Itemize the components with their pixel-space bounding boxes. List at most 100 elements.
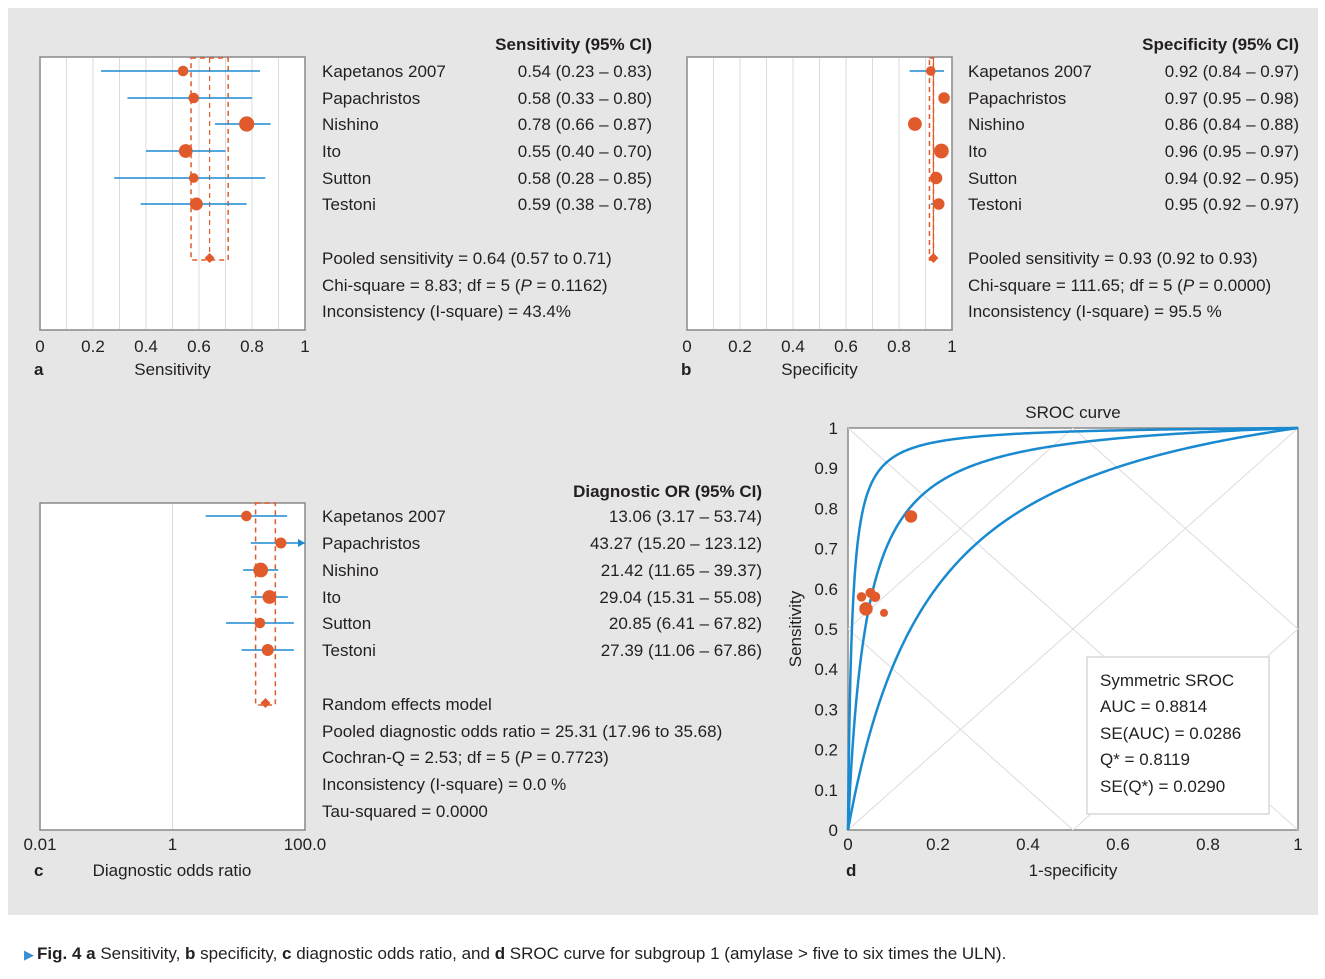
panel-d-ytick-label: 0.8 bbox=[814, 499, 838, 518]
panel-b-point bbox=[938, 92, 950, 104]
panel-c-point bbox=[275, 537, 287, 549]
panel-d-xtick-label: 0.8 bbox=[1196, 835, 1220, 854]
panel-a-point bbox=[188, 92, 199, 104]
panel-d-point bbox=[904, 510, 918, 523]
panel-b-point bbox=[925, 66, 936, 76]
panel-a-study-ci: 0.59 (0.38 – 0.78) bbox=[518, 195, 652, 214]
panel-d-ytick-label: 0.9 bbox=[814, 459, 838, 478]
panel-a-point bbox=[178, 144, 193, 158]
panel-a-study-name: Ito bbox=[322, 142, 341, 161]
panel-c-pooled-text: Pooled diagnostic odds ratio = 25.31 (17… bbox=[322, 722, 722, 741]
panel-a-study-ci: 0.54 (0.23 – 0.83) bbox=[518, 62, 652, 81]
panel-d-point bbox=[865, 587, 876, 598]
panel-a-study-ci: 0.58 (0.28 – 0.85) bbox=[518, 169, 652, 188]
panel-c-study-name: Ito bbox=[322, 588, 341, 607]
panel-b-study-ci: 0.97 (0.95 – 0.98) bbox=[1165, 89, 1299, 108]
panel-a-tick-label: 0.4 bbox=[134, 337, 158, 356]
panel-d-ytick-label: 0.3 bbox=[814, 700, 838, 719]
panel-d-xtick-label: 1 bbox=[1293, 835, 1302, 854]
panel-b-point bbox=[929, 171, 943, 185]
panel-d-point bbox=[859, 602, 873, 616]
panel-b-study-name: Nishino bbox=[968, 115, 1025, 134]
panel-a-tick-label: 0.8 bbox=[240, 337, 264, 356]
panel-d-stat-text: SE(AUC) = 0.0286 bbox=[1100, 724, 1241, 743]
panel-a-tick-label: 0.6 bbox=[187, 337, 211, 356]
panel-d-xtick-label: 0.4 bbox=[1016, 835, 1040, 854]
panel-a-inconsistency-text: Inconsistency (I-square) = 43.4% bbox=[322, 302, 571, 321]
panel-b-tick-label: 0.8 bbox=[887, 337, 911, 356]
panel-c-letter: c bbox=[34, 861, 43, 880]
panel-a-study-name: Kapetanos 2007 bbox=[322, 62, 446, 81]
panel-b-letter: b bbox=[681, 360, 691, 379]
panel-d-gridline bbox=[847, 427, 1299, 831]
panel-d-ytick-label: 0.4 bbox=[814, 660, 838, 679]
panel-b-study-name: Ito bbox=[968, 142, 987, 161]
panel-c-study-ci: 20.85 (6.41 – 67.82) bbox=[609, 614, 762, 633]
panel-a-study-name: Sutton bbox=[322, 169, 371, 188]
panel-a-study-name: Papachristos bbox=[322, 89, 420, 108]
panel-c-header: Diagnostic OR (95% CI) bbox=[573, 482, 762, 501]
panel-d-legend-box bbox=[1086, 656, 1270, 815]
panel-b-pooled-diamond bbox=[928, 253, 939, 263]
caption-text: a Sensitivity, b specificity, c diagnost… bbox=[86, 944, 1007, 963]
panel-d-point bbox=[880, 608, 888, 617]
panel-b-tick-label: 1 bbox=[947, 337, 956, 356]
panel-d-title: SROC curve bbox=[1025, 403, 1120, 422]
panel-b-tick-label: 0.2 bbox=[728, 337, 752, 356]
panel-d-letter: d bbox=[846, 861, 856, 880]
panel-d-point bbox=[856, 592, 867, 602]
caption-label: Fig. 4 bbox=[37, 944, 82, 963]
panel-c-point bbox=[241, 510, 252, 522]
panel-c-study-ci: 43.27 (15.20 – 123.12) bbox=[590, 534, 762, 553]
panel-c-cochran-text: Cochran-Q = 2.53; df = 5 (P = 0.7723) bbox=[322, 748, 609, 767]
panel-c-study-name: Papachristos bbox=[322, 534, 420, 553]
panel-d-ytick-label: 0.6 bbox=[814, 580, 838, 599]
figure-caption: ▶ Fig. 4 a Sensitivity, b specificity, c … bbox=[24, 944, 1006, 964]
panel-a-tick-label: 1 bbox=[300, 337, 309, 356]
panel-b-pooled-text: Pooled sensitivity = 0.93 (0.92 to 0.93) bbox=[968, 249, 1258, 268]
panel-c-study-name: Nishino bbox=[322, 561, 379, 580]
panel-a-point bbox=[177, 65, 189, 77]
panel-b-study-name: Kapetanos 2007 bbox=[968, 62, 1092, 81]
panel-a-point bbox=[239, 116, 255, 132]
panel-d-ytick-label: 0.7 bbox=[814, 540, 838, 559]
panel-c-inconsistency-text: Inconsistency (I-square) = 0.0 % bbox=[322, 775, 566, 794]
panel-a-tick-label: 0.2 bbox=[81, 337, 105, 356]
panel-b-study-ci: 0.96 (0.95 – 0.97) bbox=[1165, 142, 1299, 161]
panel-b-study-ci: 0.92 (0.84 – 0.97) bbox=[1165, 62, 1299, 81]
panel-c-study-ci: 21.42 (11.65 – 39.37) bbox=[601, 561, 762, 580]
panel-c-study-name: Sutton bbox=[322, 614, 371, 633]
panel-c-xlabel: Diagnostic odds ratio bbox=[93, 861, 252, 880]
panel-b-chisq-text: Chi-square = 111.65; df = 5 (P = 0.0000) bbox=[968, 276, 1271, 295]
panel-c-tick-label: 1 bbox=[168, 835, 177, 854]
panel-a-study-name: Nishino bbox=[322, 115, 379, 134]
panel-a-study-ci: 0.58 (0.33 – 0.80) bbox=[518, 89, 652, 108]
panel-a-letter: a bbox=[34, 360, 44, 379]
panel-c-model-text: Random effects model bbox=[322, 695, 492, 714]
panel-b-study-ci: 0.95 (0.92 – 0.97) bbox=[1165, 195, 1299, 214]
panel-d-stat-text: SE(Q*) = 0.0290 bbox=[1100, 777, 1225, 796]
panel-c-point bbox=[261, 644, 274, 656]
panel-a-study-ci: 0.55 (0.40 – 0.70) bbox=[518, 142, 652, 161]
panel-c-study-ci: 29.04 (15.31 – 55.08) bbox=[599, 588, 762, 607]
panel-d-xtick-label: 0 bbox=[843, 835, 852, 854]
panel-d-ytick-label: 0.1 bbox=[814, 781, 838, 800]
panel-a-xlabel: Sensitivity bbox=[134, 360, 211, 379]
panel-b-header: Specificity (95% CI) bbox=[1142, 35, 1299, 54]
panel-c-tau-text: Tau-squared = 0.0000 bbox=[322, 802, 488, 821]
panel-b-study-ci: 0.94 (0.92 – 0.95) bbox=[1165, 169, 1299, 188]
panel-c-study-ci: 13.06 (3.17 – 53.74) bbox=[609, 507, 762, 526]
panel-b-point bbox=[907, 117, 922, 131]
panel-d-ytick-label: 0.2 bbox=[814, 741, 838, 760]
panel-c-study-ci: 27.39 (11.06 – 67.86) bbox=[601, 641, 762, 660]
panel-d-xlabel: 1-specificity bbox=[1029, 861, 1118, 880]
panel-a-point bbox=[189, 197, 203, 211]
panel-d-ytick-label: 0 bbox=[829, 821, 838, 840]
panel-c-study-name: Testoni bbox=[322, 641, 376, 660]
panel-c-point bbox=[262, 590, 277, 604]
panel-d-sroc-curve bbox=[846, 426, 1299, 831]
panel-b-study-name: Papachristos bbox=[968, 89, 1066, 108]
panel-a-chisq-text: Chi-square = 8.83; df = 5 (P = 0.1162) bbox=[322, 276, 608, 295]
panel-c-study-name: Kapetanos 2007 bbox=[322, 507, 446, 526]
panel-a-pooled-diamond bbox=[204, 253, 215, 263]
